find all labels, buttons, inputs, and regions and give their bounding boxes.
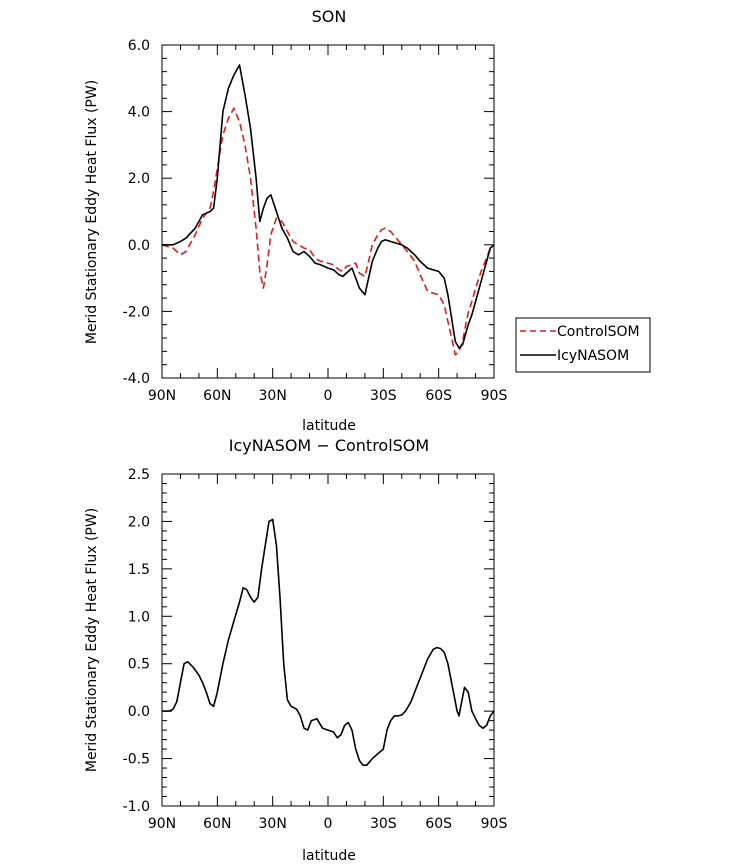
top-y-ticks: 6.0 4.0 2.0 0.0 -2.0 -4.0 (123, 38, 494, 387)
bottom-y-tick-label: -0.5 (123, 752, 150, 768)
top-x-ticks: 90N 60N 30N 0 30S 60S 90S (148, 45, 508, 404)
bottom-x-tick-label: 90S (481, 816, 508, 832)
bottom-y-tick-label: 2.5 (128, 467, 150, 483)
top-series-line-controlsom (161, 107, 495, 356)
top-y-tick-label: 0.0 (128, 238, 150, 254)
top-x-tick-label: 0 (324, 388, 333, 404)
bottom-x-tick-label: 60N (203, 816, 231, 832)
top-x-tick-label: 60S (425, 388, 452, 404)
bottom-x-ticks: 90N 60N 30N 0 30S 60S 90S (148, 474, 508, 832)
bottom-y-ticks: 2.5 2.0 1.5 1.0 0.5 0.0 -0.5 -1.0 (123, 467, 494, 815)
top-x-tick-label: 30N (259, 388, 287, 404)
bottom-chart-title: IcyNASOM − ControlSOM (229, 436, 429, 455)
top-plot-frame (161, 44, 495, 379)
bottom-x-tick-label: 60S (425, 816, 452, 832)
bottom-series-line-difference (162, 518, 495, 767)
bottom-y-tick-label: 1.0 (128, 609, 150, 625)
top-y-tick-label: 2.0 (128, 171, 150, 187)
top-series-line-icynasom (162, 64, 495, 349)
top-y-tick-label: 6.0 (128, 38, 150, 54)
bottom-x-axis-label: latitude (302, 848, 356, 864)
bottom-series-lines (162, 518, 495, 767)
legend-label-icynasom: IcyNASOM (557, 348, 629, 364)
top-series-lines (161, 64, 495, 356)
bottom-y-tick-label: 0.0 (128, 704, 150, 720)
bottom-x-tick-label: 30S (370, 816, 397, 832)
bottom-panel: IcyNASOM − ControlSOM 2.5 2.0 1.5 1.0 0.5 0.0… (84, 436, 507, 864)
bottom-x-tick-label: 90N (148, 816, 176, 832)
top-y-tick-label: -4.0 (123, 371, 150, 387)
top-x-axis-label: latitude (302, 418, 356, 434)
bottom-y-tick-label: 1.5 (128, 562, 150, 578)
top-x-tick-label: 60N (203, 388, 231, 404)
legend: ControlSOM IcyNASOM (515, 317, 651, 373)
bottom-plot-frame (161, 473, 495, 807)
legend-label-controlsom: ControlSOM (557, 324, 640, 340)
top-x-tick-label: 90N (148, 388, 176, 404)
legend-box (515, 317, 651, 373)
bottom-x-tick-label: 30N (259, 816, 287, 832)
top-panel: SON 6.0 4.0 2.0 0.0 -2.0 -4.0 90N 60N 30N 0 30S 60… (84, 7, 651, 434)
bottom-x-tick-label: 0 (324, 816, 333, 832)
top-y-tick-label: -2.0 (123, 304, 150, 320)
bottom-y-axis-label: Merid Stationary Eddy Heat Flux (PW) (84, 508, 100, 772)
bottom-y-tick-label: 0.5 (128, 657, 150, 673)
bottom-y-tick-label: -1.0 (123, 799, 150, 815)
bottom-y-tick-label: 2.0 (128, 514, 150, 530)
top-chart-title: SON (312, 7, 347, 26)
top-x-tick-label: 30S (370, 388, 397, 404)
top-x-tick-label: 90S (481, 388, 508, 404)
top-y-axis-label: Merid Stationary Eddy Heat Flux (PW) (84, 80, 100, 344)
top-y-tick-label: 4.0 (128, 105, 150, 121)
